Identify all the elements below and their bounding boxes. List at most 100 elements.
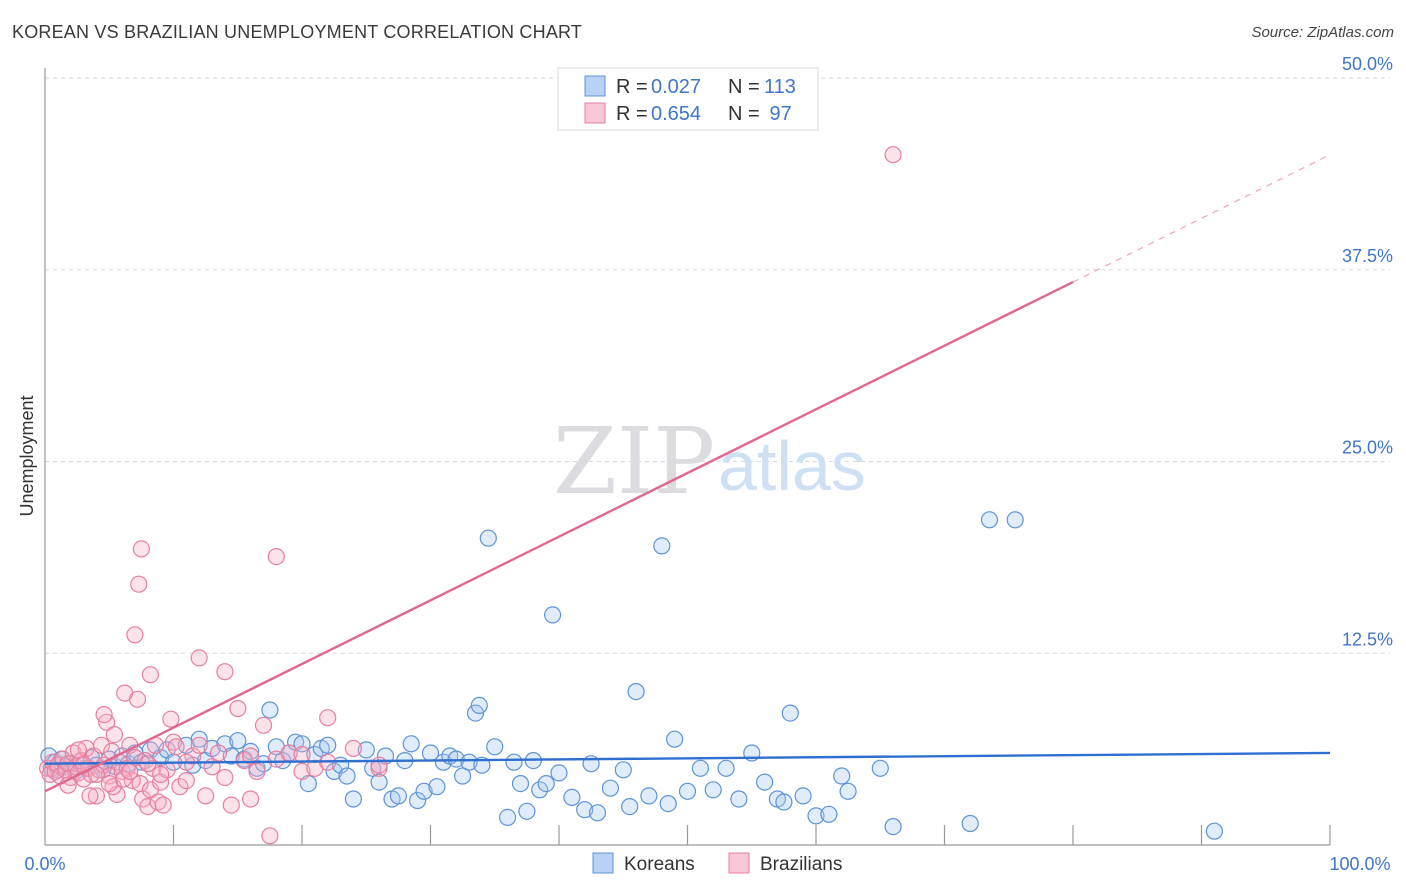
brazilians-trend-extension [1072, 154, 1331, 283]
brazilian-point [229, 699, 247, 718]
korean-point [428, 778, 446, 796]
korean-point [665, 730, 684, 748]
korean-point [653, 537, 671, 555]
brazilian-point [81, 787, 99, 805]
brazilian-point [370, 756, 388, 774]
korean-point [820, 805, 838, 823]
brazil-r-value: 0.654 [651, 103, 701, 125]
brazilian-point [92, 736, 111, 754]
korean-point [370, 773, 388, 791]
watermark-zip: ZIP [553, 408, 715, 515]
brazilian-point [105, 725, 124, 744]
korean-r-value: 0.027 [651, 76, 701, 98]
korean-point [261, 701, 279, 719]
korean-point [781, 704, 799, 722]
legend-brazilians-label: Brazilians [760, 854, 842, 875]
brazil-r-label: R = [616, 103, 648, 125]
brazilian-point [190, 649, 208, 667]
brazilian-point [184, 747, 202, 765]
korean-point [537, 774, 555, 793]
korean-point [402, 735, 420, 753]
korean-point [755, 773, 774, 791]
x-tick-label-min: 0.0% [24, 854, 65, 874]
korean-point [344, 790, 362, 808]
brazilian-point [171, 778, 189, 796]
korean-swatch [584, 75, 606, 97]
brazilian-point [141, 666, 159, 684]
brazilian-point [242, 747, 260, 765]
korean-point [980, 511, 999, 529]
brazilian-point [164, 733, 183, 751]
brazilian-point [154, 796, 172, 814]
y-tick-label: 50.0% [1342, 54, 1393, 74]
korean-point [229, 732, 247, 750]
trend-lines [44, 154, 1331, 793]
korean-point [222, 747, 240, 765]
korean-point [531, 781, 549, 799]
y-tick-labels: 12.5% 25.0% 37.5% 50.0% [1342, 54, 1393, 649]
brazilian-point [130, 575, 148, 593]
y-tick-label: 37.5% [1342, 246, 1393, 266]
brazilian-point [126, 626, 144, 644]
koreans-trend-line [44, 751, 1331, 765]
korean-point [775, 793, 793, 811]
x-tick-marks [172, 825, 1331, 845]
korean-point [839, 782, 857, 800]
brazilian-point [69, 741, 88, 759]
korean-point [499, 808, 517, 827]
brazilian-point [87, 787, 106, 805]
legend-brazilians-swatch [728, 852, 750, 874]
brazilians-trend-line [44, 280, 1074, 793]
korean-point [884, 817, 902, 836]
korean-point [640, 787, 658, 805]
korean-point [460, 753, 478, 771]
korean-point [807, 807, 825, 825]
korean-point [1205, 822, 1224, 840]
korean-point [434, 753, 452, 771]
korean-point [325, 762, 343, 781]
korean-point [518, 802, 536, 820]
brazilian-point [152, 765, 170, 784]
korean-point [717, 759, 735, 777]
brazilian-point [95, 705, 113, 724]
brazilian-point [261, 827, 279, 845]
x-tick-label-max: 100.0% [1329, 854, 1390, 874]
chart-title: KOREAN VS BRAZILIAN UNEMPLOYMENT CORRELA… [12, 22, 583, 42]
brazilian-point [242, 790, 260, 808]
watermark-atlas: atlas [718, 427, 866, 505]
korean-point [621, 797, 639, 816]
brazilian-point [293, 762, 311, 781]
korean-point [389, 787, 407, 805]
y-tick-label: 12.5% [1342, 629, 1393, 649]
brazilian-point [132, 540, 150, 558]
korean-point [704, 781, 722, 799]
korean-point [678, 782, 697, 800]
brazilian-point [216, 663, 234, 681]
brazilian-point [209, 744, 228, 762]
korean-point [730, 790, 748, 808]
korean-point [470, 696, 488, 715]
gridlines [45, 77, 1390, 654]
korean-point [691, 759, 710, 777]
korean-point [190, 730, 208, 748]
korean-point [794, 787, 812, 805]
y-tick-label: 25.0% [1342, 438, 1393, 458]
korean-point [338, 767, 356, 785]
y-axis-label: Unemployment [17, 395, 37, 516]
brazilian-point [162, 710, 180, 728]
brazilian-point [319, 709, 337, 727]
korean-point [511, 774, 530, 793]
legend-koreans-label: Koreans [624, 854, 695, 875]
brazilian-point [344, 739, 362, 758]
legend-koreans-swatch [592, 852, 614, 874]
points [38, 146, 1224, 845]
brazilian-point [190, 736, 208, 754]
brazilian-point [100, 774, 118, 793]
korean-point [833, 767, 851, 785]
series-legend: Koreans Brazilians [592, 852, 842, 875]
brazilian-point [121, 762, 139, 781]
brazilian-point [222, 796, 240, 814]
brazilian-point [197, 787, 215, 805]
korean-point [614, 761, 632, 779]
